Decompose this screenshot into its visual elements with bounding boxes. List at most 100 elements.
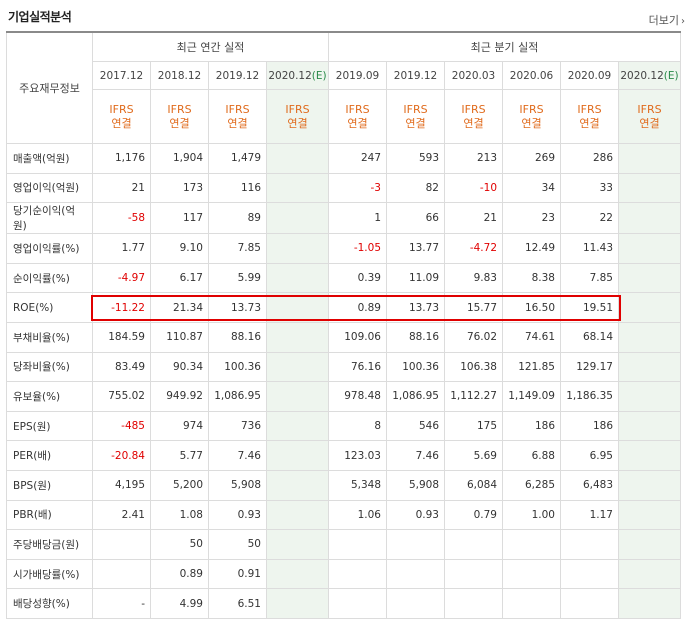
table-cell: 16.50 [502, 292, 561, 323]
table-cell [618, 558, 681, 590]
table-cell: 1,112.27 [444, 381, 503, 412]
row-label: 순이익률(%) [6, 262, 93, 294]
table-cell: 1.08 [150, 499, 209, 531]
table-cell [266, 469, 329, 501]
table-cell: 6.88 [502, 440, 561, 471]
section-title: 기업실적분석 [8, 10, 72, 24]
period-header: 2020.03 [444, 61, 503, 90]
table-cell: 974 [150, 410, 209, 442]
table-cell: 110.87 [150, 321, 209, 353]
table-cell: 0.93 [386, 499, 445, 531]
table-cell [618, 143, 681, 174]
consolidated-label: 연결 [227, 116, 248, 130]
table-cell [266, 233, 329, 264]
table-cell [266, 351, 329, 383]
table-cell [266, 410, 329, 442]
table-cell: 21 [444, 202, 503, 235]
table-cell [444, 558, 503, 590]
table-row: PBR(배) 2.41 1.08 0.93 1.06 0.93 0.79 1.00 1.17 [6, 499, 681, 531]
table-cell [266, 202, 329, 235]
ifrs-label: IFRS [519, 102, 544, 116]
table-cell: 6.51 [208, 588, 267, 619]
table-cell: 9.10 [150, 233, 209, 264]
table-cell: 1.77 [92, 233, 151, 264]
table-cell: 7.85 [208, 233, 267, 264]
table-cell [266, 172, 329, 204]
table-cell [618, 233, 681, 264]
table-cell: 8 [328, 410, 387, 442]
table-cell [502, 529, 561, 560]
consolidated-label: 연결 [639, 116, 660, 130]
table-cell [618, 410, 681, 442]
table-cell: -20.84 [92, 440, 151, 471]
ifrs-label: IFRS [403, 102, 428, 116]
ifrs-label: IFRS [285, 102, 310, 116]
row-label: 당좌비율(%) [6, 351, 93, 383]
table-cell: 117 [150, 202, 209, 235]
table-row: 영업이익률(%) 1.77 9.10 7.85 -1.05 13.77 -4.72 12.49… [6, 233, 681, 264]
chevron-right-icon: › [681, 16, 685, 27]
table-cell [444, 588, 503, 619]
table-row: 유보율(%) 755.02 949.92 1,086.95 978.48 1,086.95… [6, 381, 681, 412]
ifrs-label: IFRS [461, 102, 486, 116]
period-label: 2020.06 [509, 69, 554, 82]
row-label: 유보율(%) [6, 381, 93, 412]
table-cell: 13.77 [386, 233, 445, 264]
table-row: 배당성향(%) -4.99 6.51 [6, 588, 681, 619]
table-cell [386, 558, 445, 590]
table-cell: 0.91 [208, 558, 267, 590]
row-label: BPS(원) [6, 469, 93, 501]
table-cell [266, 558, 329, 590]
table-cell [444, 529, 503, 560]
row-label: 영업이익(억원) [6, 172, 93, 204]
table-cell: 5.77 [150, 440, 209, 471]
table-cell: -485 [92, 410, 151, 442]
table-cell [502, 558, 561, 590]
table-cell: 89 [208, 202, 267, 235]
table-cell [618, 529, 681, 560]
table-row: 영업이익(억원) 21 173 116 -3 82 -10 34 33 [6, 172, 681, 204]
table-cell: 76.02 [444, 321, 503, 353]
table-cell: 269 [502, 143, 561, 174]
table-cell: 13.73 [386, 292, 445, 323]
table-cell: 0.39 [328, 262, 387, 294]
table-cell [618, 321, 681, 353]
table-cell: 1.00 [502, 499, 561, 531]
ifrs-label: IFRS [577, 102, 602, 116]
row-label: PER(배) [6, 440, 93, 471]
table-cell: 13.73 [208, 292, 267, 323]
more-link[interactable]: 더보기 › [649, 12, 685, 28]
period-label: 2017.12 [99, 69, 144, 82]
period-header: 2020.12(E) [618, 61, 681, 90]
table-cell [266, 440, 329, 471]
table-cell [266, 262, 329, 294]
table-cell [328, 558, 387, 590]
consolidated-label: 연결 [111, 116, 132, 130]
table-cell: -1.05 [328, 233, 387, 264]
quarter-group-header: 최근 분기 실적 [328, 31, 681, 62]
period-label: 2018.12 [157, 69, 202, 82]
table-cell [618, 172, 681, 204]
row-label: PBR(배) [6, 499, 93, 531]
table-cell: - [92, 588, 151, 619]
table-cell: 22 [560, 202, 619, 235]
ifrs-header: IFRS 연결 [208, 89, 267, 144]
period-header: 2018.12 [150, 61, 209, 90]
table-cell: 1,904 [150, 143, 209, 174]
table-cell [266, 292, 329, 323]
table-cell: 5,348 [328, 469, 387, 501]
table-cell [560, 558, 619, 590]
period-label: 2019.12 [215, 69, 260, 82]
table-cell: 82 [386, 172, 445, 204]
period-header: 2019.12 [208, 61, 267, 90]
row-label: 시가배당률(%) [6, 558, 93, 590]
table-cell: 11.43 [560, 233, 619, 264]
table-cell: 736 [208, 410, 267, 442]
table-cell: 1,086.95 [386, 381, 445, 412]
consolidated-label: 연결 [521, 116, 542, 130]
period-label: 2020.12 [268, 69, 312, 82]
table-row: PER(배) -20.84 5.77 7.46 123.03 7.46 5.69 6.88 6.… [6, 440, 681, 471]
table-cell: 6.17 [150, 262, 209, 294]
table-row: BPS(원) 4,195 5,200 5,908 5,348 5,908 6,084 6,28… [6, 469, 681, 501]
table-cell: 949.92 [150, 381, 209, 412]
